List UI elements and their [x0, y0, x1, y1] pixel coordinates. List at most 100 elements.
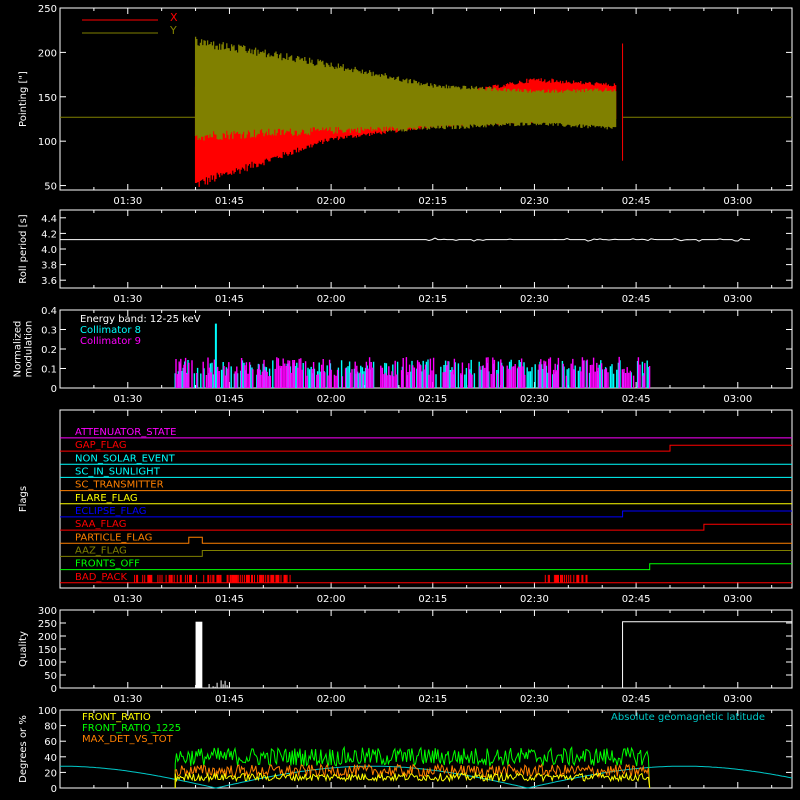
y-tick-label: 150: [38, 93, 57, 104]
panel-frame: [59, 409, 793, 589]
legend-X-label: X: [170, 11, 178, 24]
panel-frame: [59, 7, 793, 191]
flag-label: AAZ_FLAG: [75, 546, 127, 557]
x-tick-label: 02:45: [622, 694, 651, 705]
y-tick-label: 0.3: [41, 326, 57, 337]
x-tick-label: 03:00: [723, 694, 752, 705]
y-tick-label: 3.8: [41, 261, 57, 272]
x-tick-label: 01:45: [215, 594, 244, 605]
x-tick-label: 02:30: [520, 394, 549, 405]
y-tick-label: 0: [51, 784, 57, 795]
y-axis-label: Pointing ["]: [18, 71, 29, 127]
y-tick-label: 3.6: [41, 276, 57, 287]
modulation-annotation: Energy band: 12-25 keV: [80, 314, 201, 325]
flag-label: ECLIPSE_FLAG: [75, 506, 146, 517]
y-tick-label: 0.4: [41, 306, 57, 317]
y-tick-label: 4.4: [41, 214, 57, 225]
panel-frame: [59, 209, 793, 289]
panel-roll_period: 01:30 01:45 02:00 02:15 02:30 02:45 03:00 Roll …: [18, 209, 793, 305]
series-Y: [194, 36, 617, 141]
y-tick-label: 150: [38, 645, 57, 656]
x-tick-label: 02:15: [418, 594, 447, 605]
ratio-legend-label: FRONT_RATIO: [82, 712, 151, 723]
y-tick-label: 0: [51, 384, 57, 395]
y-tick-label: 60: [44, 737, 57, 748]
front-ratio-line: [174, 771, 651, 789]
flag-line-fronts-off: [60, 563, 792, 571]
x-tick-label: 01:30: [113, 594, 142, 605]
x-tick-label: 01:30: [113, 694, 142, 705]
flag-line-particle-flag: [60, 536, 792, 544]
x-tick-label: 02:15: [418, 694, 447, 705]
y-tick-label: 250: [38, 619, 57, 630]
x-tick-label: 02:45: [622, 394, 651, 405]
x-tick-label: 03:00: [723, 394, 752, 405]
y-tick-label: 300: [38, 606, 57, 617]
geomag-legend-label: Absolute geomagnetic latitude: [611, 712, 765, 723]
panel-frame: [59, 709, 793, 789]
y-tick-label: 50: [44, 182, 57, 193]
geomag-latitude-line: [60, 765, 793, 789]
flag-label: GAP_FLAG: [75, 440, 127, 451]
x-tick-label: 02:30: [520, 594, 549, 605]
quality-segment: [208, 680, 230, 688]
flag-label: BAD_PACK: [75, 572, 127, 583]
ratio-legend-label: MAX_DET_VS_TOT: [82, 734, 174, 745]
flag-label: FLARE_FLAG: [75, 493, 138, 504]
flag-label: NON_SOLAR_EVENT: [75, 453, 176, 464]
x-tick-label: 02:15: [418, 294, 447, 305]
x-tick-label: 02:00: [317, 594, 346, 605]
y-tick-label: 0.1: [41, 365, 57, 376]
collimator-9-bars: [175, 356, 651, 388]
x-tick-label: 02:30: [520, 196, 549, 207]
x-tick-label: 01:30: [113, 196, 142, 207]
flag-line-eclipse-flag: [60, 510, 792, 518]
flag-bad-pack-pulses: [134, 574, 588, 583]
flag-line-gap-flag: [60, 444, 792, 452]
roll-period-line: [59, 237, 750, 242]
flag-line-saa-flag: [60, 523, 792, 531]
y-tick-label: 100: [38, 137, 57, 148]
flag-label: FRONTS_OFF: [75, 559, 140, 570]
modulation-annotation: Collimator 9: [80, 336, 141, 347]
legend-Y-label: Y: [169, 24, 177, 37]
x-tick-label: 01:45: [215, 694, 244, 705]
front-ratio-1225-line: [174, 745, 651, 789]
x-tick-label: 02:00: [317, 196, 346, 207]
flag-label: PARTICLE_FLAG: [75, 532, 152, 543]
x-tick-label: 02:15: [418, 394, 447, 405]
x-tick-label: 02:00: [317, 694, 346, 705]
x-tick-label: 02:15: [418, 196, 447, 207]
quality-segment: [195, 621, 203, 688]
x-tick-label: 02:45: [622, 196, 651, 207]
panel-modulation: 01:30 01:45 02:00 02:15 02:30 02:45 03:00 Norma…: [13, 306, 793, 405]
panel-ratios: Degrees or % 0 20 40 60 80 100 FRONT_RATIOFRONT…: [18, 706, 793, 795]
x-tick-label: 02:30: [520, 294, 549, 305]
flag-label: SAA_FLAG: [75, 519, 126, 530]
x-tick-label: 02:30: [520, 694, 549, 705]
x-tick-label: 03:00: [723, 594, 752, 605]
y-tick-label: 200: [38, 48, 57, 59]
y-axis-label: Normalized: [13, 321, 24, 378]
x-tick-label: 03:00: [723, 196, 752, 207]
y-axis-label: Quality: [18, 631, 29, 667]
panel-pointing: 01:30 01:45 02:00 02:15 02:30 02:45 03:00 Point…: [18, 4, 793, 207]
y-tick-label: 200: [38, 632, 57, 643]
y-tick-label: 250: [38, 4, 57, 15]
panel-flags: 01:30 01:45 02:00 02:15 02:30 02:45 03:00 Flags…: [18, 409, 793, 605]
y-tick-label: 20: [44, 768, 57, 779]
y-tick-label: 0.2: [41, 345, 57, 356]
y-tick-label: 80: [44, 722, 57, 733]
y-axis-label: Roll period [s]: [18, 214, 29, 283]
x-tick-label: 03:00: [723, 294, 752, 305]
x-tick-label: 02:45: [622, 294, 651, 305]
x-tick-label: 02:00: [317, 294, 346, 305]
flag-label: SC_TRANSMITTER: [75, 480, 164, 491]
max-det-vs-tot-line: [174, 763, 651, 789]
modulation-annotation: Collimator 8: [80, 325, 141, 336]
y-tick-label: 100: [38, 658, 57, 669]
quality-segment: [622, 621, 792, 688]
y-tick-label: 50: [44, 671, 57, 682]
panel-quality: 01:30 01:45 02:00 02:15 02:30 02:45 03:00 Quali…: [18, 606, 793, 705]
